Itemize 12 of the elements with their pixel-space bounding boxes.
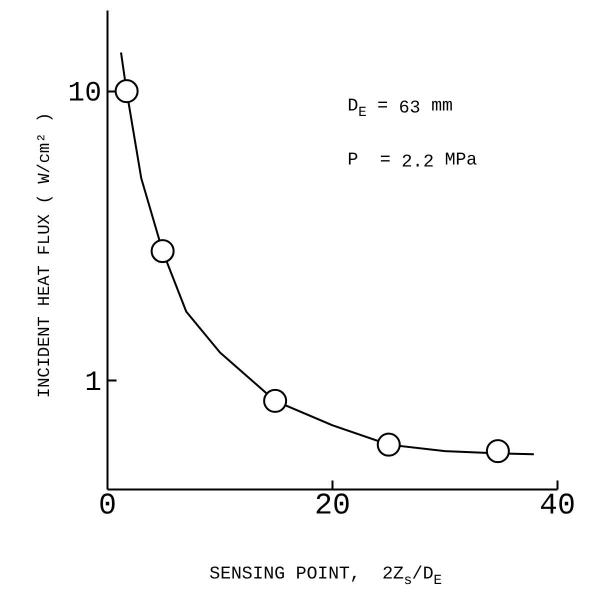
point bbox=[263, 388, 288, 413]
point bbox=[376, 432, 401, 457]
x-tick-label: 40 bbox=[539, 490, 576, 524]
y-tick-label: 10 bbox=[68, 78, 102, 110]
x-tick-label: 20 bbox=[314, 490, 351, 524]
point bbox=[486, 439, 510, 464]
point bbox=[114, 79, 139, 104]
x-tick-label: 0 bbox=[98, 490, 117, 524]
y-tick-label: 1 bbox=[84, 368, 102, 399]
annotation: P = 2.2 MPa bbox=[348, 150, 478, 172]
point bbox=[150, 239, 175, 264]
y-axis-title: INCIDENT HEAT FLUX ( W/cm² ) bbox=[36, 112, 55, 398]
